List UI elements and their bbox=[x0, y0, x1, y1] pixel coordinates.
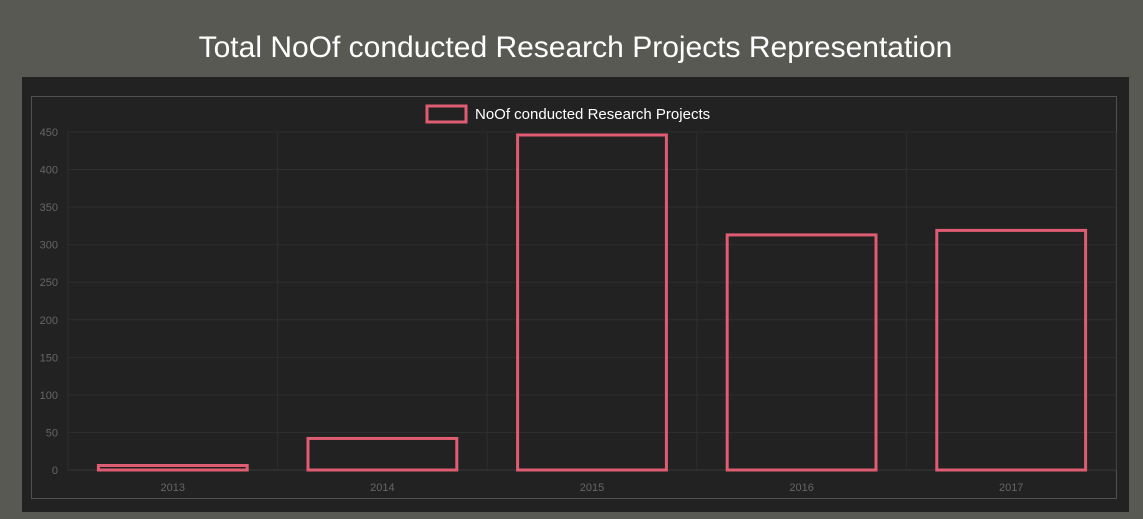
bar-2016[interactable] bbox=[725, 233, 878, 472]
y-tick-label: 200 bbox=[40, 315, 58, 327]
bar-2013[interactable] bbox=[96, 463, 249, 472]
y-tick-label: 100 bbox=[40, 390, 58, 402]
x-tick-label: 2013 bbox=[161, 482, 185, 494]
y-tick-label: 350 bbox=[40, 202, 58, 214]
y-tick-label: 0 bbox=[52, 465, 58, 477]
y-tick-label: 250 bbox=[40, 277, 58, 289]
page-title: Total NoOf conducted Research Projects R… bbox=[198, 31, 953, 64]
y-tick-label: 150 bbox=[40, 352, 58, 364]
legend-swatch[interactable] bbox=[425, 104, 468, 124]
y-axis-ticks: 0 50 100 150 200 250 300 350 400 450 bbox=[40, 127, 58, 477]
bar-2015[interactable] bbox=[516, 133, 668, 472]
x-tick-label: 2014 bbox=[370, 482, 394, 494]
chart-panel bbox=[22, 77, 1129, 512]
y-tick-label: 450 bbox=[40, 127, 58, 139]
bars bbox=[96, 133, 1088, 472]
legend[interactable]: NoOf conducted Research Projects bbox=[425, 104, 710, 124]
y-tick-label: 50 bbox=[46, 427, 58, 439]
legend-label[interactable]: NoOf conducted Research Projects bbox=[475, 106, 710, 123]
x-tick-label: 2017 bbox=[999, 482, 1023, 494]
y-tick-label: 300 bbox=[40, 240, 58, 252]
grid-lines bbox=[67, 131, 1117, 471]
x-tick-label: 2016 bbox=[789, 482, 813, 494]
y-tick-label: 400 bbox=[40, 165, 58, 177]
x-tick-label: 2015 bbox=[580, 482, 604, 494]
bar-2014[interactable] bbox=[306, 436, 459, 472]
x-axis-ticks: 2013 2014 2015 2016 2017 bbox=[161, 482, 1024, 494]
bar-2017[interactable] bbox=[935, 228, 1088, 472]
